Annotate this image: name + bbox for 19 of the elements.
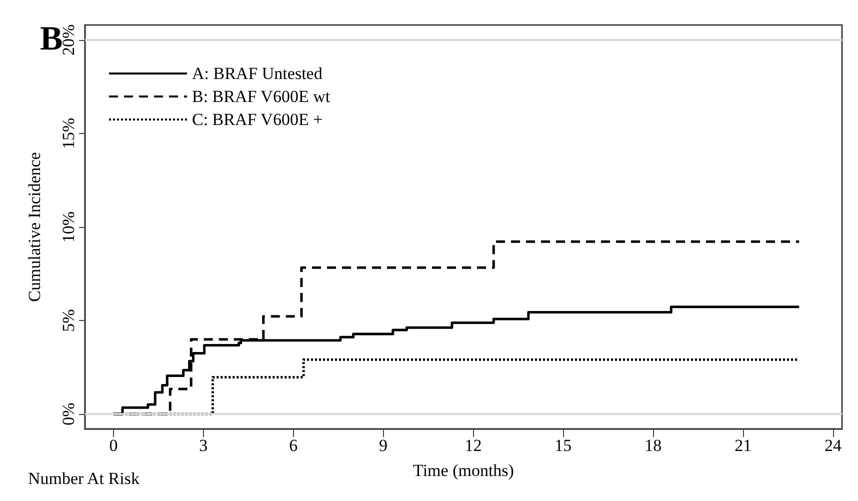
- y-tick-label: 5%: [59, 309, 78, 332]
- x-tick-label: 3: [199, 436, 208, 455]
- legend-label: C: BRAF V600E +: [192, 110, 323, 129]
- y-tick-label: 0%: [59, 402, 78, 426]
- legend-label: A: BRAF Untested: [192, 64, 323, 83]
- x-tick-label: 9: [379, 436, 388, 455]
- x-tick-label: 24: [824, 436, 842, 455]
- y-tick-label: 15%: [59, 118, 78, 150]
- x-tick-label: 15: [554, 436, 572, 455]
- x-tick-label: 12: [464, 436, 482, 455]
- x-tick-label: 6: [289, 436, 298, 455]
- y-tick-label: 10%: [59, 211, 78, 243]
- x-tick-label: 18: [644, 436, 662, 455]
- legend-label: B: BRAF V600E wt: [192, 87, 330, 106]
- y-axis-title: Cumulative Incidence: [25, 152, 44, 302]
- x-tick-label: 0: [109, 436, 118, 455]
- x-axis-title: Time (months): [413, 461, 514, 480]
- x-tick-label: 21: [734, 436, 752, 455]
- text: Number At Risk: [28, 469, 140, 488]
